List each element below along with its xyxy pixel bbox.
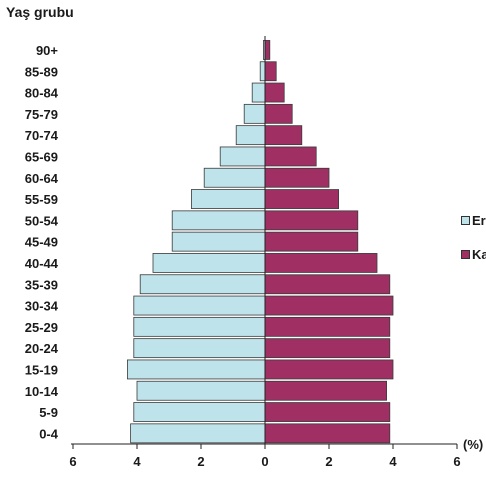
bar-erkek-80-84 <box>252 83 265 102</box>
bar-kadin-40-44 <box>265 253 377 272</box>
bar-erkek-75-79 <box>244 104 265 123</box>
y-tick-label-40-44: 40-44 <box>25 256 59 271</box>
bar-kadin-5-9 <box>265 403 390 422</box>
bar-kadin-60-64 <box>265 168 329 187</box>
bar-erkek-15-19 <box>127 360 265 379</box>
bar-erkek-55-59 <box>191 190 265 209</box>
y-tick-label-5-9: 5-9 <box>39 405 58 420</box>
bar-erkek-20-24 <box>134 339 265 358</box>
bar-erkek-35-39 <box>140 275 265 294</box>
bar-kadin-70-74 <box>265 126 302 145</box>
y-tick-label-60-64: 60-64 <box>25 171 59 186</box>
bar-kadin-65-69 <box>265 147 316 166</box>
y-tick-label-80-84: 80-84 <box>25 86 59 101</box>
bar-kadin-80-84 <box>265 83 284 102</box>
x-tick-label: 6 <box>453 454 460 469</box>
bar-erkek-5-9 <box>134 403 265 422</box>
legend-item-erkek: Er <box>461 212 486 228</box>
x-tick-label: 6 <box>69 454 76 469</box>
y-tick-label-50-54: 50-54 <box>25 213 59 228</box>
bar-erkek-30-34 <box>134 296 265 315</box>
y-tick-label-20-24: 20-24 <box>25 341 59 356</box>
bar-kadin-30-34 <box>265 296 393 315</box>
legend-item-kadin: Ka <box>461 246 486 262</box>
y-tick-label-35-39: 35-39 <box>25 277 58 292</box>
y-tick-label-30-34: 30-34 <box>25 299 59 314</box>
y-tick-label-70-74: 70-74 <box>25 128 59 143</box>
legend-swatch-kadin <box>461 250 470 259</box>
bar-kadin-50-54 <box>265 211 358 230</box>
y-tick-label-65-69: 65-69 <box>25 149 58 164</box>
bar-kadin-75-79 <box>265 104 292 123</box>
bar-kadin-25-29 <box>265 317 390 336</box>
x-tick-label: 4 <box>133 454 141 469</box>
x-tick-label: 0 <box>261 454 268 469</box>
bar-erkek-40-44 <box>153 253 265 272</box>
bar-erkek-45-49 <box>172 232 265 251</box>
bar-kadin-0-4 <box>265 424 390 443</box>
y-tick-label-75-79: 75-79 <box>25 107 58 122</box>
bar-kadin-90+ <box>265 40 270 59</box>
legend-swatch-erkek <box>461 216 470 225</box>
x-axis-unit-label: (%) <box>463 437 483 452</box>
bar-erkek-10-14 <box>137 381 265 400</box>
bar-erkek-70-74 <box>236 126 265 145</box>
bar-kadin-55-59 <box>265 190 339 209</box>
bar-kadin-35-39 <box>265 275 390 294</box>
x-tick-label: 4 <box>389 454 397 469</box>
y-tick-label-45-49: 45-49 <box>25 235 58 250</box>
legend: Er Ka <box>461 212 486 280</box>
y-tick-label-15-19: 15-19 <box>25 362 58 377</box>
y-tick-label-85-89: 85-89 <box>25 64 58 79</box>
x-tick-label: 2 <box>325 454 332 469</box>
bar-erkek-85-89 <box>260 62 265 81</box>
y-tick-label-55-59: 55-59 <box>25 192 58 207</box>
y-tick-label-0-4: 0-4 <box>39 426 59 441</box>
bar-erkek-65-69 <box>220 147 265 166</box>
bar-kadin-10-14 <box>265 381 387 400</box>
legend-label-erkek: Er <box>472 213 486 228</box>
bar-erkek-50-54 <box>172 211 265 230</box>
x-tick-label: 2 <box>197 454 204 469</box>
bar-erkek-25-29 <box>134 317 265 336</box>
bar-erkek-0-4 <box>131 424 265 443</box>
legend-label-kadin: Ka <box>472 247 486 262</box>
bar-kadin-20-24 <box>265 339 390 358</box>
bar-kadin-15-19 <box>265 360 393 379</box>
y-tick-label-10-14: 10-14 <box>25 384 59 399</box>
y-tick-label-25-29: 25-29 <box>25 320 58 335</box>
bar-kadin-85-89 <box>265 62 276 81</box>
bar-kadin-45-49 <box>265 232 358 251</box>
bar-erkek-60-64 <box>204 168 265 187</box>
y-tick-label-90+: 90+ <box>36 43 58 58</box>
